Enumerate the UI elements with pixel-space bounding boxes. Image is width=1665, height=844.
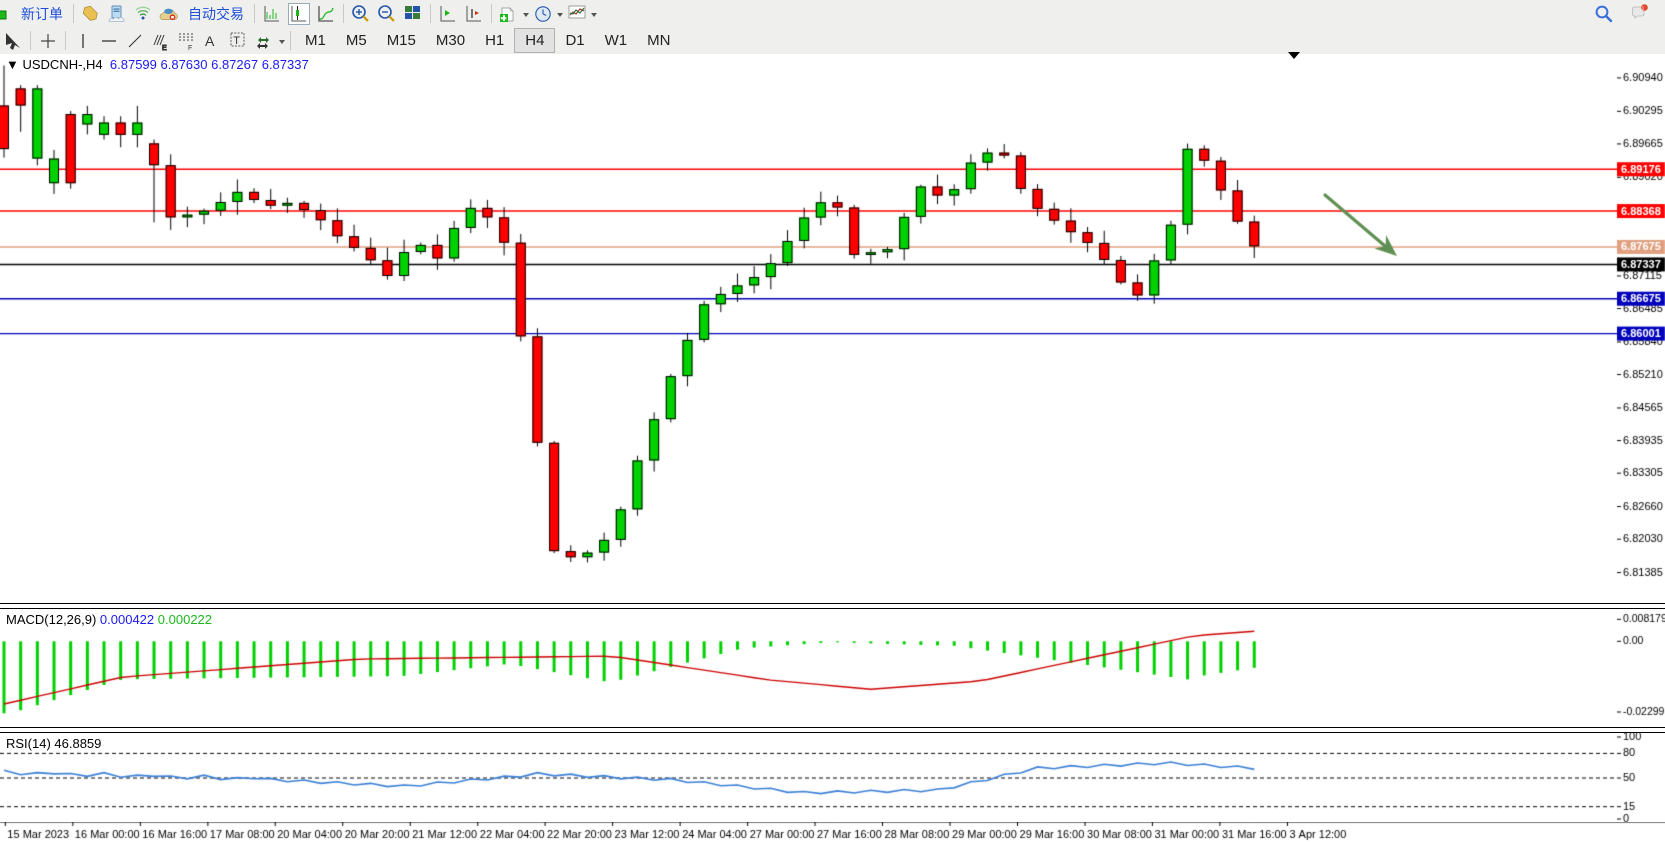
svg-text:E: E — [162, 45, 167, 51]
svg-text:1: 1 — [1642, 5, 1645, 11]
svg-text:A: A — [205, 33, 215, 49]
svg-text:T: T — [233, 35, 240, 47]
svg-text:F: F — [188, 45, 192, 51]
